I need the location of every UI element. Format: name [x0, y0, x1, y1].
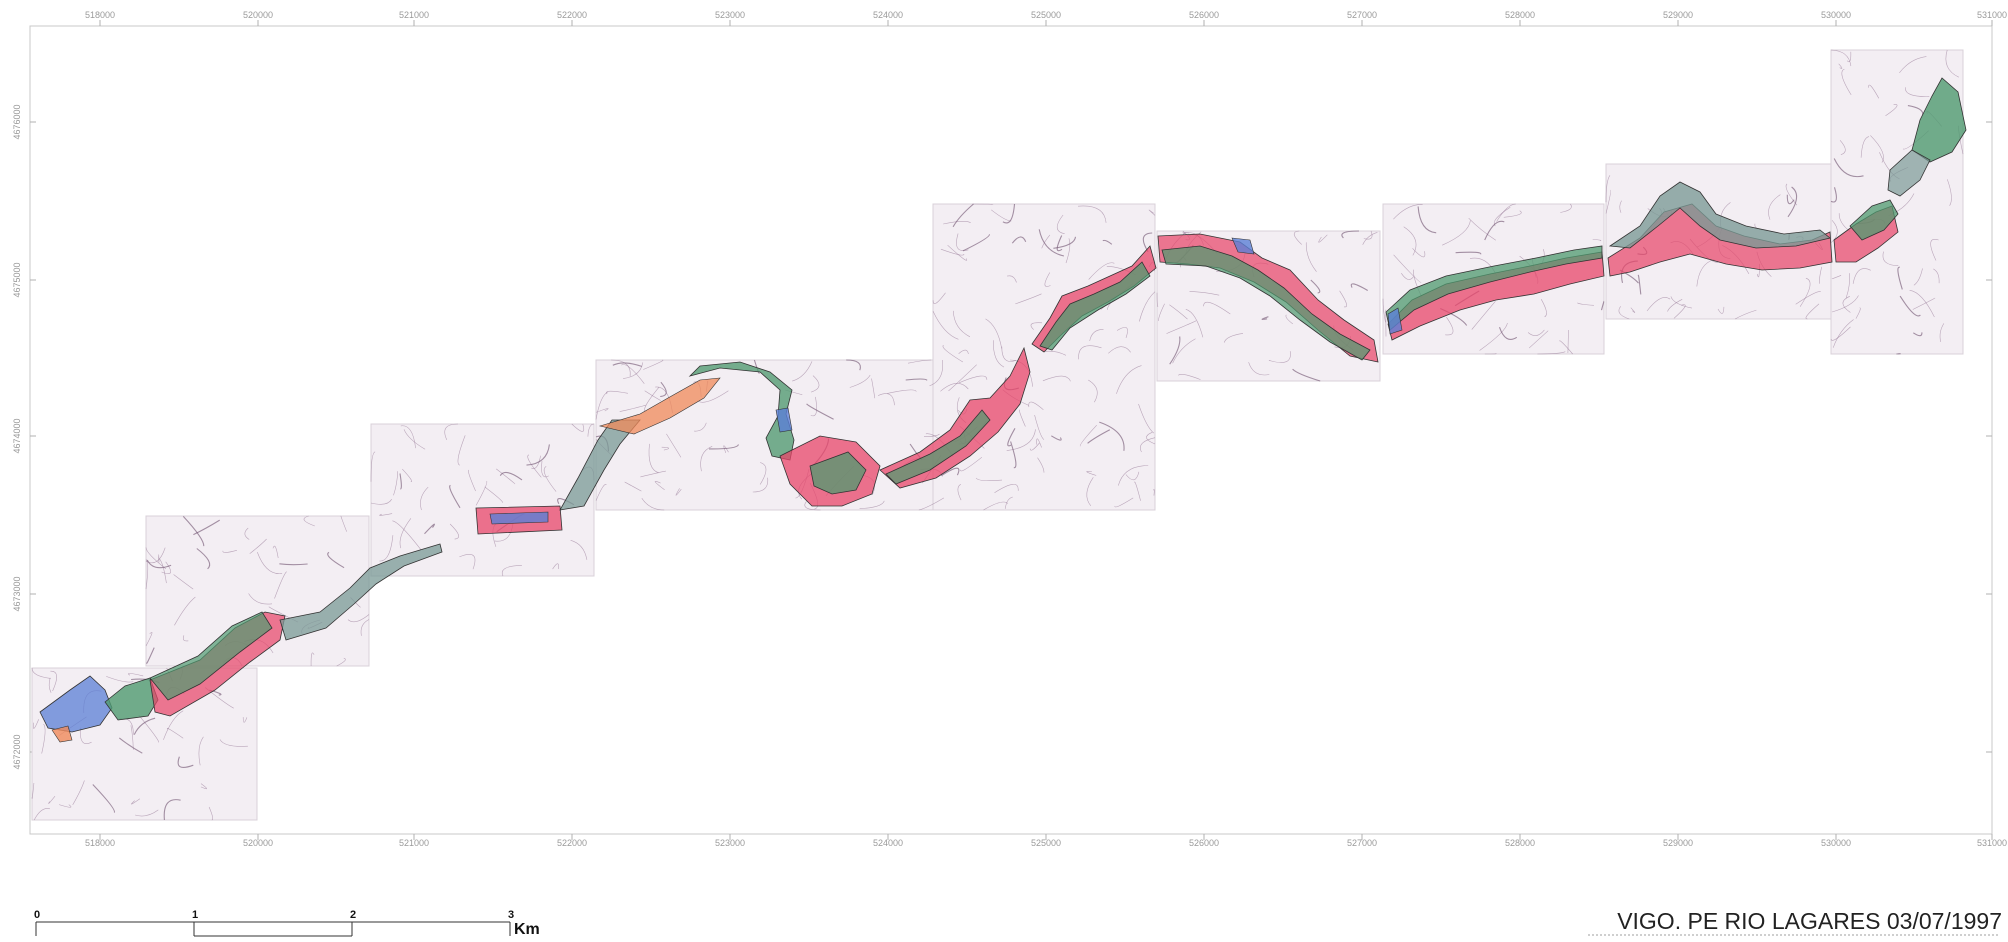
title-underline	[1588, 934, 1998, 942]
zone-blue-industrial-inner	[490, 512, 548, 524]
scale-label-1: 1	[192, 909, 198, 921]
x-tick-label: 527000	[1347, 10, 1377, 20]
map-sheet-3	[371, 424, 594, 576]
x-tick-labels-top: 518000 520000 521000 522000 523000 524000 5250…	[85, 10, 2007, 26]
scale-bar: 0 1 2 3 Km	[34, 909, 540, 938]
x-tick-label: 529000	[1663, 10, 1693, 20]
x-tick-label: 518000	[85, 10, 115, 20]
x-tick-label: 520000	[243, 10, 273, 20]
x-tick-label: 522000	[557, 10, 587, 20]
x-tick-label: 523000	[715, 10, 745, 20]
y-tick-label: 4675000	[12, 262, 22, 297]
x-tick-label: 526000	[1189, 10, 1219, 20]
x-tick-label: 528000	[1505, 10, 1535, 20]
sheet-linework	[159, 555, 160, 563]
x-tick-label: 521000	[399, 10, 429, 20]
scale-unit: Km	[514, 921, 540, 938]
x-tick-label: 530000	[1821, 10, 1851, 20]
x-tick-label: 525000	[1031, 10, 1061, 20]
map-sheets	[32, 50, 1963, 820]
y-tick-label: 4673000	[12, 576, 22, 611]
scale-label-0: 0	[34, 909, 40, 921]
y-tick-marks-right	[1986, 122, 1992, 752]
scale-label-3: 3	[508, 909, 514, 921]
map-title: VIGO. PE RIO LAGARES 03/07/1997	[1617, 908, 2002, 935]
y-tick-label: 4672000	[12, 734, 22, 769]
x-tick-label: 524000	[873, 10, 903, 20]
y-tick-label: 4676000	[12, 104, 22, 139]
scale-label-2: 2	[350, 909, 356, 921]
y-tick-label: 4674000	[12, 418, 22, 453]
x-tick-label: 531000	[1977, 10, 2007, 20]
map-sheet-5	[933, 204, 1155, 510]
